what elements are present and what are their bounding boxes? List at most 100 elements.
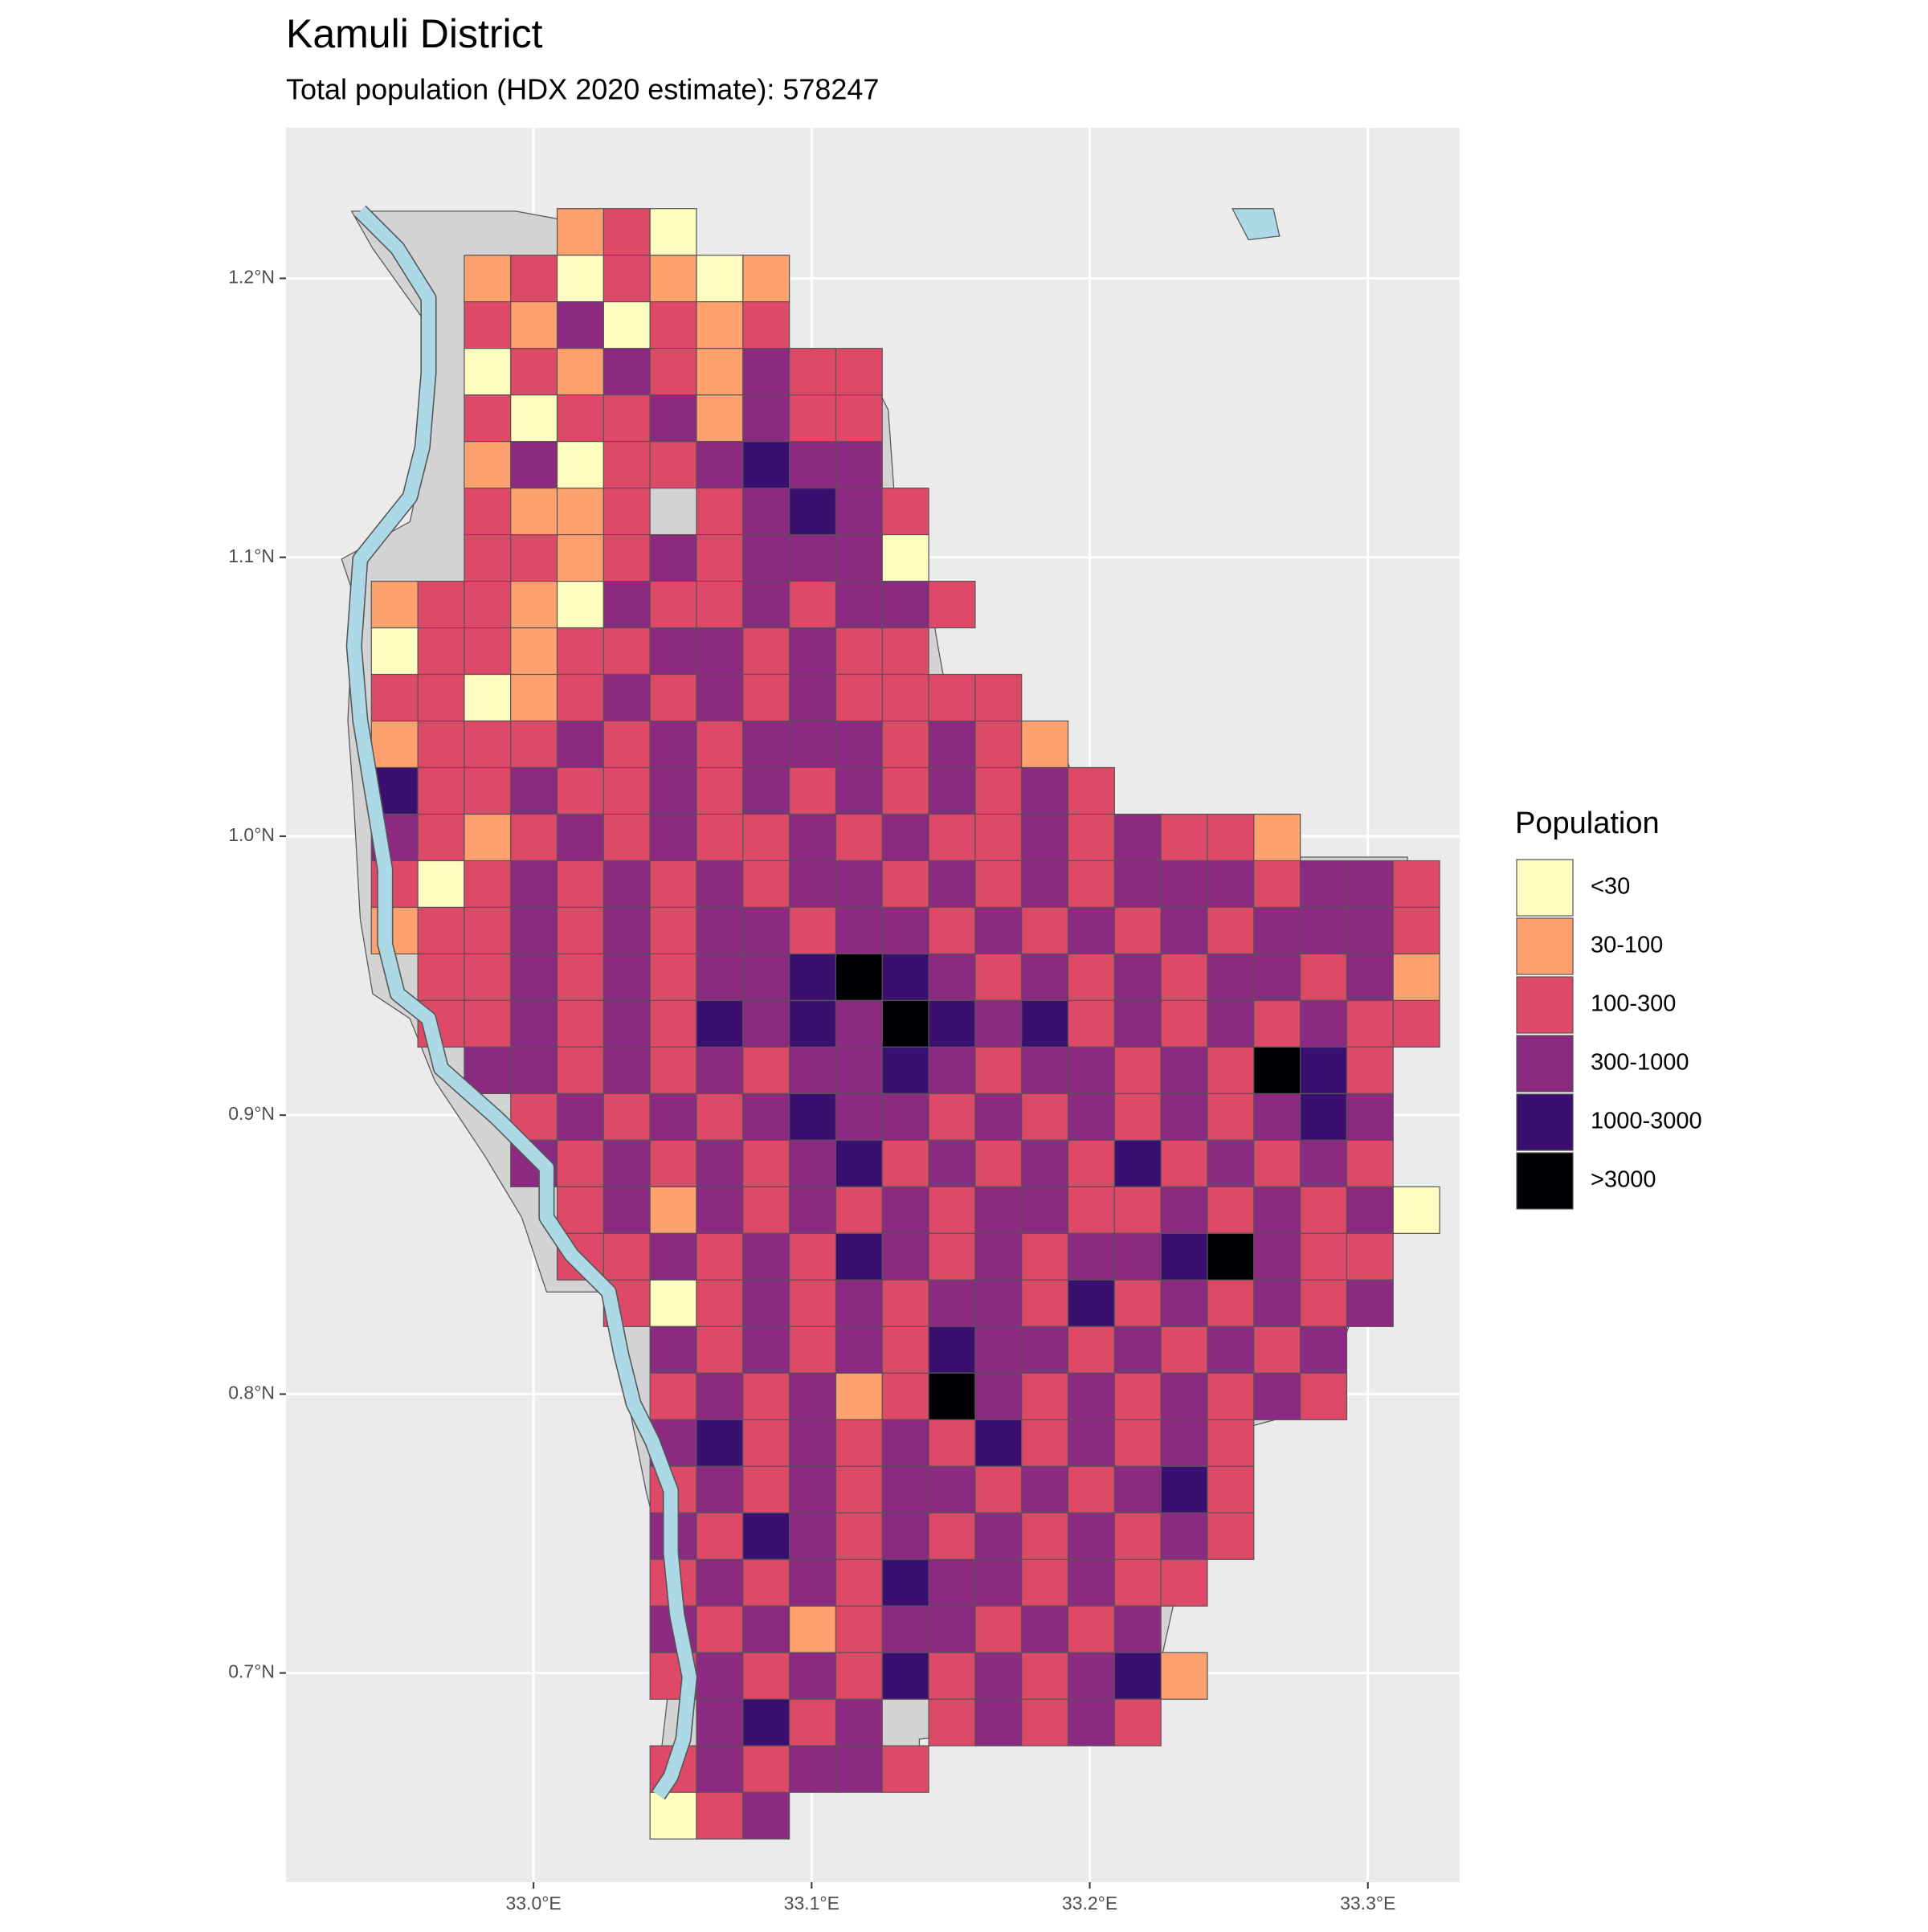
- cell: [1067, 1465, 1115, 1513]
- cell: [928, 720, 976, 769]
- cell: [417, 766, 465, 815]
- cell: [602, 394, 651, 443]
- cell: [835, 766, 883, 815]
- cell: [1160, 1232, 1208, 1281]
- cell: [928, 1186, 976, 1234]
- cell: [556, 906, 604, 955]
- cell: [1160, 1186, 1208, 1234]
- cell: [789, 1512, 837, 1560]
- cell: [789, 999, 837, 1048]
- cell: [742, 1465, 790, 1513]
- cell: [881, 1745, 929, 1793]
- cell: [1021, 1652, 1069, 1700]
- cell: [789, 1652, 837, 1700]
- cell: [510, 906, 558, 955]
- cell: [696, 441, 744, 489]
- cell: [696, 1325, 744, 1374]
- cell: [1207, 1372, 1255, 1420]
- cell: [928, 1512, 976, 1560]
- cell: [928, 1419, 976, 1467]
- cell: [835, 1419, 883, 1467]
- cell: [510, 441, 558, 489]
- cell: [649, 860, 697, 909]
- legend-title: Population: [1515, 807, 1660, 840]
- cell: [881, 1186, 929, 1234]
- cell: [881, 580, 929, 629]
- cell: [1021, 1325, 1069, 1374]
- cell: [464, 627, 512, 676]
- cell: [1067, 1325, 1115, 1374]
- cell: [1253, 1279, 1301, 1327]
- cell: [1160, 1093, 1208, 1142]
- cell: [974, 813, 1023, 862]
- cell: [1207, 1279, 1255, 1327]
- legend-key: [1516, 1093, 1574, 1151]
- cell: [835, 673, 883, 722]
- cell: [789, 1558, 837, 1607]
- cell: [696, 1745, 744, 1793]
- cell: [602, 999, 651, 1048]
- cell: [789, 673, 837, 722]
- cell: [1021, 1419, 1069, 1467]
- cell: [510, 766, 558, 815]
- cell: [835, 394, 883, 443]
- cell: [464, 580, 512, 629]
- cell: [464, 348, 512, 396]
- cell: [696, 766, 744, 815]
- cell: [1113, 1465, 1162, 1513]
- cell: [974, 1372, 1023, 1420]
- cell: [556, 1046, 604, 1095]
- cell: [1021, 860, 1069, 909]
- cell: [1207, 1512, 1255, 1560]
- cell: [1207, 1186, 1255, 1234]
- cell: [881, 1139, 929, 1187]
- cell: [1067, 813, 1115, 862]
- cell: [835, 1093, 883, 1142]
- cell: [881, 999, 929, 1048]
- cell: [881, 1372, 929, 1420]
- cell: [510, 673, 558, 722]
- cell: [417, 860, 465, 909]
- cell: [1253, 1093, 1301, 1142]
- cell: [1021, 1093, 1069, 1142]
- cell: [602, 766, 651, 815]
- cell: [1067, 999, 1115, 1048]
- cell: [974, 1605, 1023, 1653]
- cell: [1207, 1325, 1255, 1374]
- cell: [556, 348, 604, 396]
- cell: [602, 441, 651, 489]
- cell: [1067, 1698, 1115, 1746]
- cell: [789, 1232, 837, 1281]
- cell: [974, 1093, 1023, 1142]
- cell: [789, 1465, 837, 1513]
- cell: [881, 533, 929, 582]
- cell: [556, 533, 604, 582]
- cell: [464, 255, 512, 303]
- cell: [696, 953, 744, 1002]
- cell: [974, 1698, 1023, 1746]
- cell: [742, 580, 790, 629]
- cell: [510, 488, 558, 536]
- cell: [1113, 1279, 1162, 1327]
- cell: [1021, 1046, 1069, 1095]
- cell: [928, 1232, 976, 1281]
- cell: [835, 533, 883, 582]
- cell: [789, 766, 837, 815]
- cell: [1253, 1232, 1301, 1281]
- cell: [696, 673, 744, 722]
- cell: [1346, 1232, 1394, 1281]
- cell: [696, 813, 744, 862]
- cell: [835, 1232, 883, 1281]
- legend-label: 1000-3000: [1591, 1109, 1702, 1134]
- cell: [1392, 1186, 1440, 1234]
- cell: [1207, 1046, 1255, 1095]
- cell: [417, 673, 465, 722]
- cell: [602, 1232, 651, 1281]
- cell: [789, 906, 837, 955]
- cell: [417, 813, 465, 862]
- cell: [1067, 906, 1115, 955]
- cell: [881, 906, 929, 955]
- cell: [556, 255, 604, 303]
- cell: [556, 441, 604, 489]
- cell: [1346, 1139, 1394, 1187]
